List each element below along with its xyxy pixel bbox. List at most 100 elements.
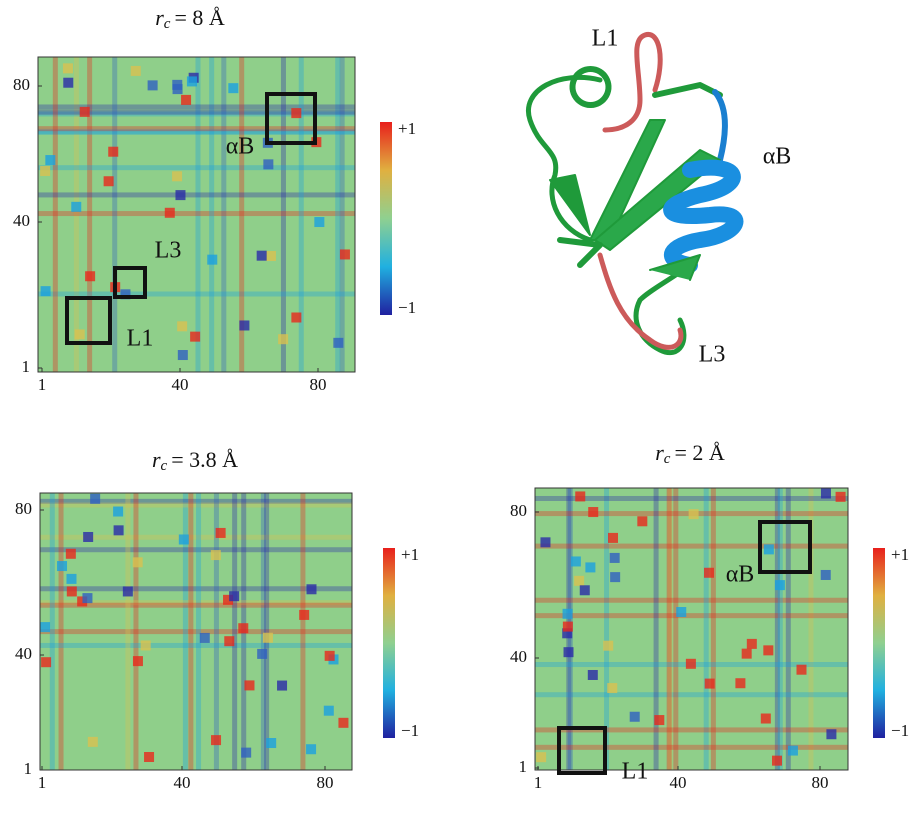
heatmap-spot	[132, 557, 143, 568]
x-tick-label: 40	[670, 773, 687, 792]
heatmap-spot	[338, 717, 349, 728]
heatmap-stripe	[535, 495, 848, 501]
heatmap-spot	[772, 755, 783, 766]
heatmap-spot	[211, 735, 222, 746]
heatmap-spot	[610, 572, 621, 583]
plot-frame	[534, 487, 849, 771]
heatmap-stripe	[38, 165, 355, 171]
heatmap-spot	[90, 493, 101, 504]
heatmap-spot	[585, 562, 596, 573]
heatmap-spot	[229, 591, 240, 602]
heatmap-spot	[147, 80, 158, 91]
heatmap-spot	[83, 531, 94, 542]
panel-title: rc = 2 Å	[655, 440, 725, 467]
heatmap-spot	[256, 250, 267, 261]
protein-structure	[525, 32, 744, 356]
heatmap-spot	[40, 286, 51, 297]
heatmap-stripe	[49, 493, 55, 770]
heatmap-stripe	[40, 547, 352, 553]
colorbar-max: +1	[398, 119, 416, 138]
heatmap-stripe	[38, 111, 355, 117]
heatmap-stripe	[667, 488, 673, 770]
heatmap-stripe	[182, 493, 188, 770]
heatmap-spot	[108, 146, 119, 157]
title-symbol: r	[155, 5, 164, 30]
heatmap-spot	[175, 190, 186, 201]
heatmap-spot	[122, 586, 133, 597]
heatmap-spot	[266, 738, 277, 749]
title-subscript: c	[664, 451, 671, 467]
heatmap	[40, 493, 352, 770]
heatmap-stripe	[40, 502, 352, 508]
heatmap-stripe	[808, 488, 814, 770]
y-tick-label: 40	[13, 211, 30, 230]
heatmap-spot	[826, 729, 837, 740]
heatmap-spot	[74, 329, 85, 340]
x-tick-label: 40	[174, 773, 191, 792]
heatmap-spot	[113, 525, 124, 536]
heatmap-spot	[79, 106, 90, 117]
y-tick-label: 40	[510, 647, 527, 666]
heatmap-spot	[587, 669, 598, 680]
colorbar-max: +1	[891, 545, 909, 564]
heatmap-spot	[588, 507, 599, 518]
heatmap-stripe	[339, 57, 345, 372]
heatmap	[535, 488, 848, 770]
heatmap-spot	[562, 628, 573, 639]
heatmap-spot	[120, 289, 131, 300]
x-tick-label: 40	[172, 375, 189, 394]
heatmap-stripe	[653, 488, 659, 770]
heatmap-stripe	[38, 128, 355, 134]
y-tick-label: 40	[15, 644, 32, 663]
heatmap-spot	[172, 79, 183, 90]
heatmap-spot	[787, 745, 798, 756]
structure-label: αB	[763, 144, 792, 170]
heatmap-spot	[763, 544, 774, 555]
title-text: = 3.8 Å	[171, 447, 238, 472]
heatmap-spot	[144, 752, 155, 763]
heatmap-spot	[703, 567, 714, 578]
heatmap-stripe	[300, 493, 306, 770]
heatmap-spot	[306, 744, 317, 755]
heatmap-spot	[637, 516, 648, 527]
colorbar-min: −1	[891, 721, 909, 740]
plot-frame	[39, 492, 353, 771]
heatmap-spot	[177, 350, 188, 361]
x-tick-label: 1	[534, 773, 543, 792]
heatmap-stripe	[40, 642, 352, 648]
heatmap-stripe	[710, 488, 716, 770]
heatmap-stripe	[38, 192, 355, 198]
plot-frame	[37, 56, 356, 373]
heatmap-spot	[199, 632, 210, 643]
heatmap-spot	[735, 678, 746, 689]
heatmap-spot	[244, 680, 255, 691]
heatmap-spot	[306, 584, 317, 595]
x-tick-label: 80	[812, 773, 829, 792]
title-subscript: c	[161, 458, 168, 474]
heatmap-stripe	[38, 211, 355, 217]
heatmap-spot	[608, 532, 619, 543]
heatmap-spot	[113, 506, 124, 517]
heatmap-spot	[540, 537, 551, 548]
colorbar	[873, 548, 885, 738]
heatmap-stripe	[40, 498, 352, 504]
y-tick-label: 1	[519, 757, 528, 776]
y-tick-label: 80	[13, 75, 30, 94]
heatmap-stripe	[777, 488, 783, 770]
heatmap-spot	[207, 254, 218, 265]
colorbar-max: +1	[401, 545, 419, 564]
heatmap-stripe	[280, 57, 286, 372]
heatmap-stripe	[535, 744, 848, 750]
heatmap-stripe	[673, 488, 679, 770]
heatmap-spot	[190, 331, 201, 342]
heatmap-stripe	[125, 493, 131, 770]
highlight-box	[265, 92, 317, 145]
heatmap-stripe	[188, 493, 194, 770]
heatmap-spot	[40, 622, 51, 633]
heatmap-stripe	[264, 493, 270, 770]
box-label: L3	[155, 238, 182, 264]
heatmap-spot	[66, 586, 77, 597]
heatmap-spot	[224, 636, 235, 647]
heatmap-spot	[178, 534, 189, 545]
